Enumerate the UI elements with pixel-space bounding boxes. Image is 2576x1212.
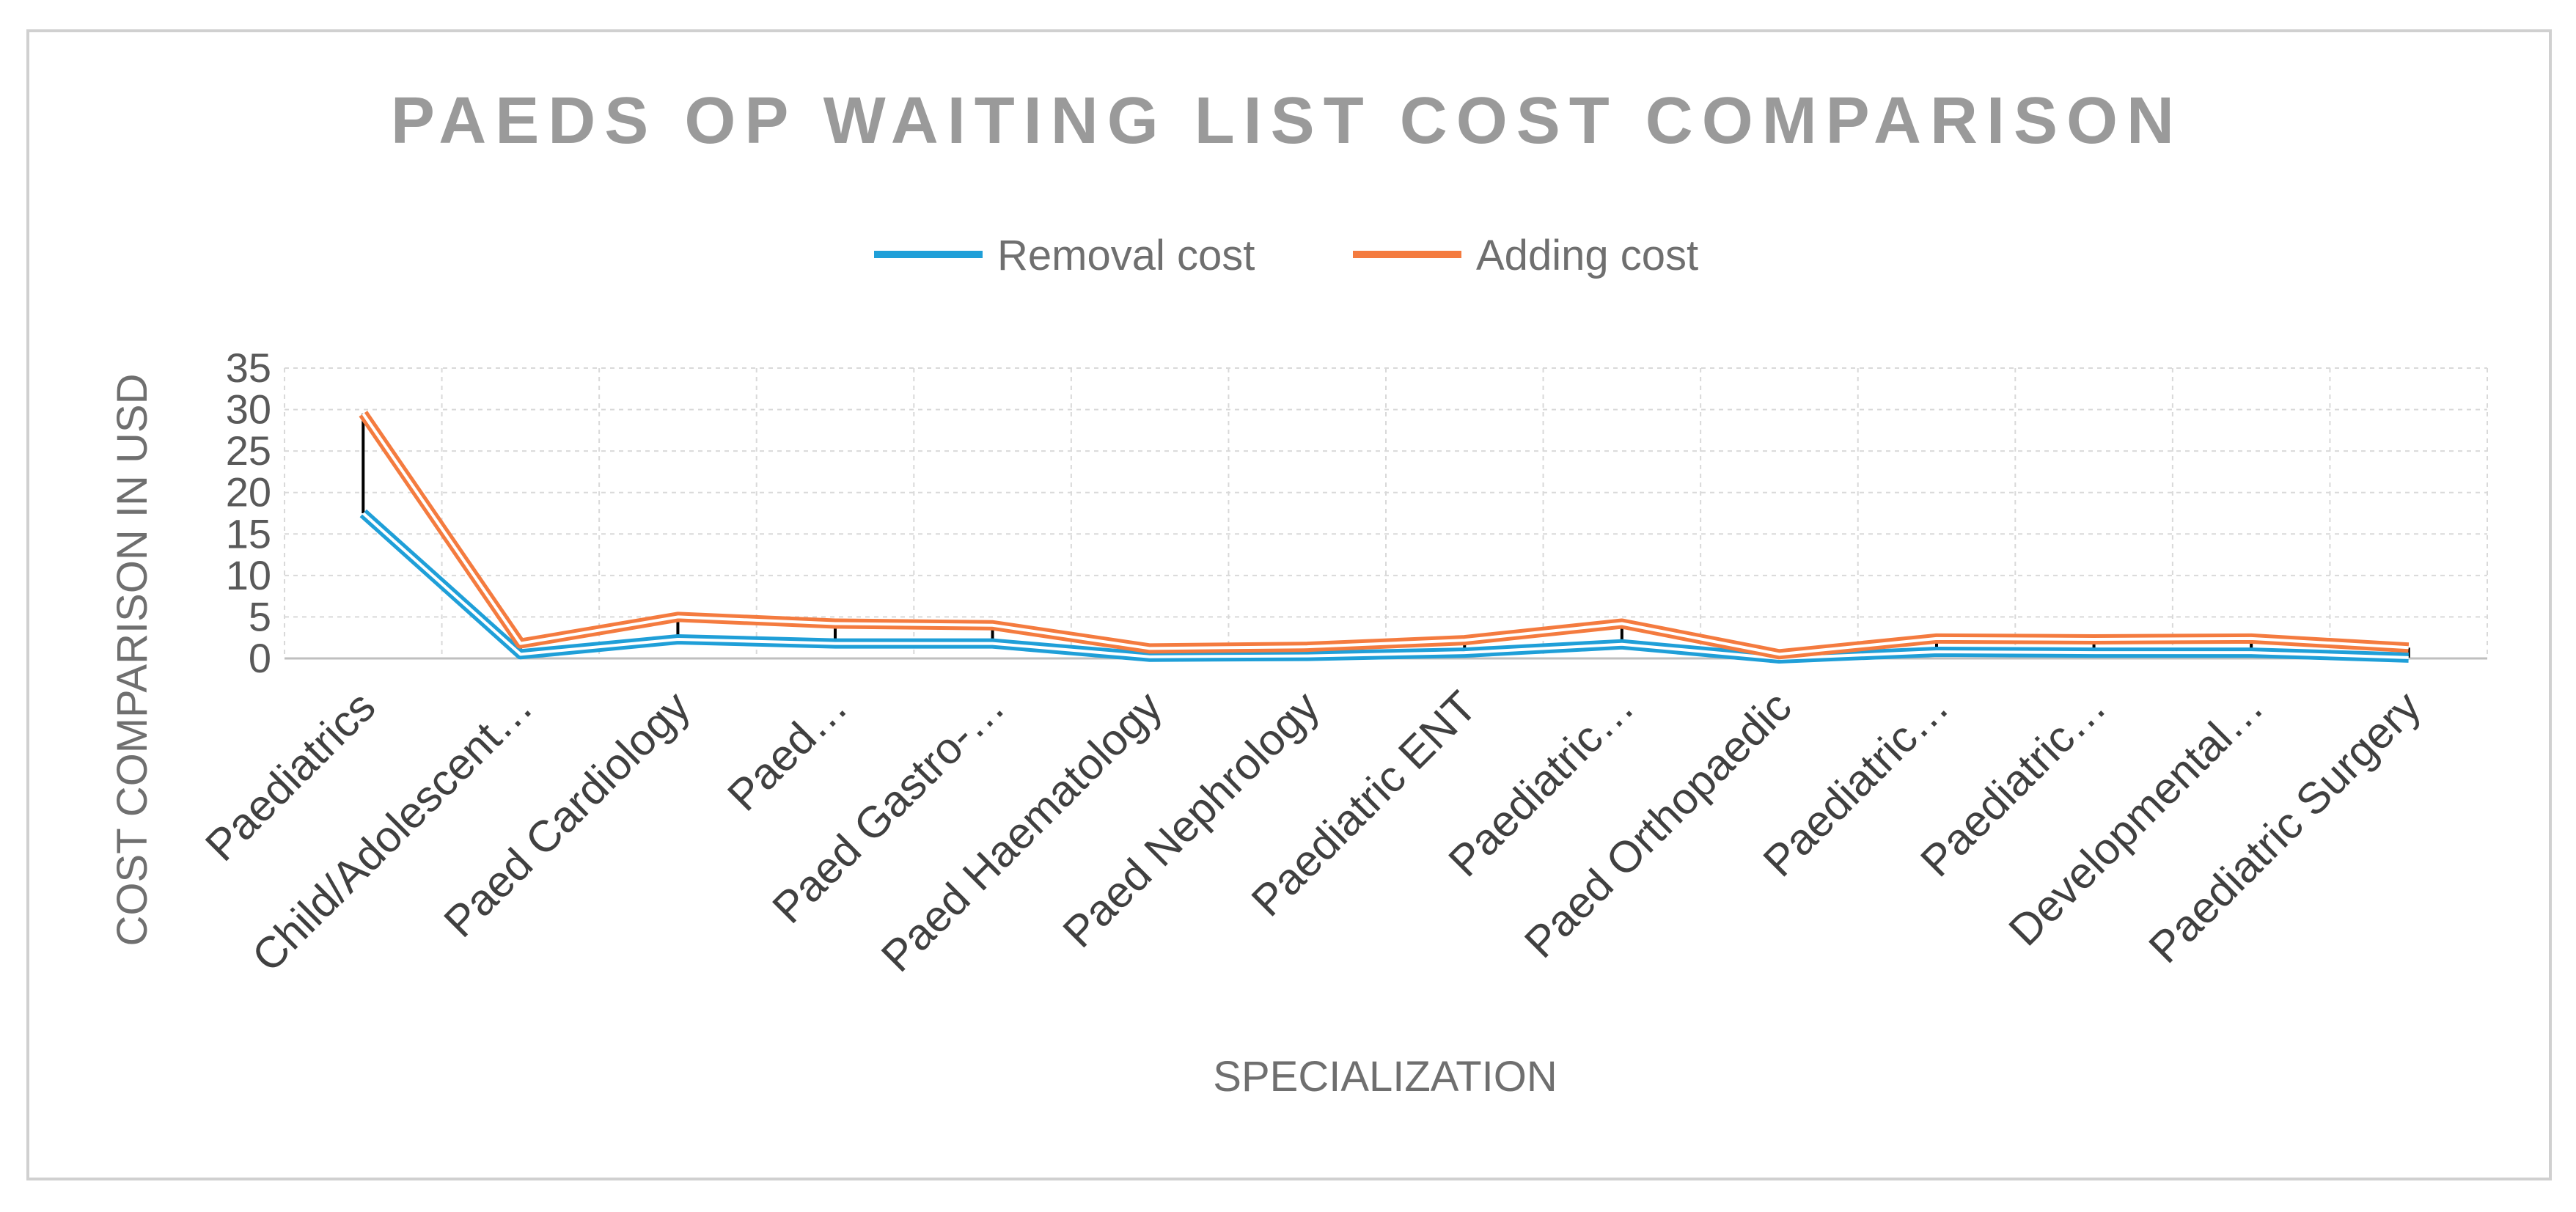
data-point bbox=[834, 622, 836, 624]
y-tick-label: 10 bbox=[226, 552, 271, 598]
y-tick-label: 5 bbox=[249, 593, 271, 639]
data-point bbox=[520, 643, 521, 644]
data-point bbox=[992, 643, 994, 644]
y-tick-label: 20 bbox=[226, 469, 271, 515]
y-axis-label: COST COMPARISON IN USD bbox=[109, 374, 156, 947]
y-tick-label: 15 bbox=[226, 510, 271, 557]
legend-item-adding: Adding cost bbox=[1353, 232, 1698, 279]
data-point bbox=[677, 616, 678, 617]
data-point bbox=[834, 643, 836, 644]
legend-item-removal: Removal cost bbox=[874, 232, 1255, 279]
legend-label-adding: Adding cost bbox=[1476, 232, 1698, 279]
data-point bbox=[1307, 655, 1308, 657]
y-tick-label: 25 bbox=[226, 427, 271, 474]
data-point bbox=[1464, 639, 1465, 641]
data-point bbox=[1778, 653, 1780, 655]
data-point bbox=[2408, 647, 2410, 648]
data-point bbox=[1936, 638, 1937, 639]
data-point bbox=[1307, 646, 1308, 647]
data-point bbox=[2250, 652, 2252, 653]
data-point bbox=[1149, 656, 1151, 658]
data-point bbox=[1149, 647, 1151, 649]
data-point bbox=[2094, 652, 2095, 653]
data-point bbox=[1621, 644, 1623, 645]
legend: Removal cost Adding cost bbox=[874, 232, 1698, 279]
data-point bbox=[2408, 657, 2410, 658]
data-point bbox=[520, 653, 521, 655]
chart-title: PAEDS OP WAITING LIST COST COMPARISON bbox=[391, 84, 2183, 158]
legend-label-removal: Removal cost bbox=[997, 232, 1255, 279]
series-line-inner bbox=[362, 413, 2409, 656]
y-tick-label: 35 bbox=[226, 345, 271, 391]
data-point bbox=[2250, 638, 2252, 639]
data-point bbox=[1464, 652, 1465, 653]
data-point bbox=[677, 639, 678, 640]
y-tick-label: 0 bbox=[249, 635, 271, 681]
data-point bbox=[1621, 622, 1623, 624]
data-point bbox=[992, 625, 994, 626]
series-lines bbox=[359, 411, 2410, 664]
x-axis-label: SPECIALIZATION bbox=[1213, 1053, 1557, 1101]
data-point bbox=[362, 413, 364, 414]
chart-frame bbox=[26, 29, 2552, 1180]
data-point bbox=[2094, 639, 2095, 640]
y-tick-label: 30 bbox=[226, 386, 271, 433]
data-point bbox=[362, 513, 364, 514]
series-line-inner bbox=[362, 512, 2409, 660]
data-point bbox=[1936, 651, 1937, 653]
